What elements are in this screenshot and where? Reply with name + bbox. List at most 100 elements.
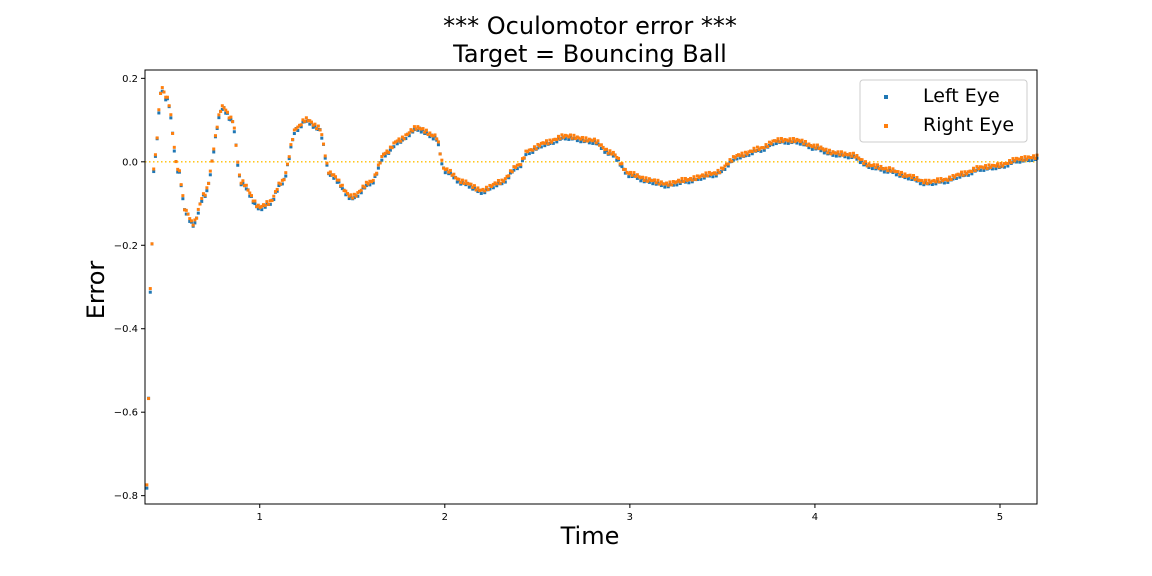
data-point xyxy=(430,133,434,137)
data-point xyxy=(412,125,416,129)
data-point xyxy=(1016,157,1020,161)
data-point xyxy=(366,182,370,186)
data-point xyxy=(579,137,583,141)
data-point xyxy=(572,133,576,137)
data-point xyxy=(882,170,886,174)
data-point xyxy=(555,140,559,144)
data-point xyxy=(845,153,849,157)
data-point xyxy=(860,158,864,162)
data-point xyxy=(963,170,967,174)
data-point xyxy=(685,178,689,182)
data-point xyxy=(697,175,701,179)
data-point xyxy=(344,193,348,197)
data-point xyxy=(520,157,524,161)
data-point xyxy=(294,127,298,131)
data-point xyxy=(924,181,928,185)
data-point xyxy=(469,182,473,186)
data-point xyxy=(875,163,879,167)
data-point xyxy=(568,135,572,139)
data-point xyxy=(373,173,377,177)
data-point xyxy=(543,144,547,148)
data-point xyxy=(316,124,320,128)
chart-subtitle: Target = Bouncing Ball xyxy=(452,40,727,68)
data-point xyxy=(738,156,742,160)
data-point xyxy=(404,133,408,137)
data-point xyxy=(304,116,308,120)
data-point xyxy=(591,141,595,145)
data-point xyxy=(471,187,475,191)
data-point xyxy=(342,189,346,193)
data-point xyxy=(975,168,979,172)
data-point xyxy=(203,193,207,197)
data-point xyxy=(593,137,596,141)
data-point xyxy=(483,189,487,193)
data-point xyxy=(536,142,540,146)
data-point xyxy=(755,145,759,149)
data-point xyxy=(157,111,161,115)
data-point xyxy=(548,142,552,145)
data-point xyxy=(733,156,737,160)
data-point xyxy=(714,174,718,178)
data-point xyxy=(1006,164,1010,168)
data-point xyxy=(821,147,825,151)
data-point xyxy=(577,136,581,140)
data-point xyxy=(514,165,518,169)
data-point xyxy=(491,182,495,186)
data-point xyxy=(886,169,890,173)
data-point xyxy=(265,202,269,206)
data-point xyxy=(503,177,507,181)
data-point xyxy=(798,142,802,146)
data-point xyxy=(608,152,612,156)
data-point xyxy=(910,176,914,180)
data-point xyxy=(783,141,787,145)
data-point xyxy=(255,205,259,209)
axis-ticks: 1 2 3 4 5 0.2 0.0 −0.2 −0.4 −0.6 −0.8 xyxy=(114,74,1003,523)
data-point xyxy=(322,142,326,146)
data-point xyxy=(452,172,456,176)
plot-frame xyxy=(144,69,1038,505)
data-point xyxy=(961,173,965,177)
data-point xyxy=(647,180,651,184)
data-point xyxy=(407,134,411,138)
data-point xyxy=(1020,155,1024,159)
data-point xyxy=(776,139,780,143)
data-point xyxy=(639,179,643,183)
data-point xyxy=(649,178,653,182)
data-point xyxy=(409,128,413,132)
data-point xyxy=(392,141,396,145)
data-point xyxy=(212,150,216,154)
data-point xyxy=(613,153,617,157)
data-point xyxy=(620,165,624,169)
data-point xyxy=(642,178,646,182)
data-point xyxy=(989,165,993,169)
data-point xyxy=(551,138,555,142)
data-point xyxy=(747,153,751,157)
data-point xyxy=(954,173,958,177)
data-point xyxy=(268,199,272,203)
data-point xyxy=(946,180,950,184)
data-point xyxy=(296,125,300,129)
data-point xyxy=(550,140,554,144)
data-point xyxy=(311,125,315,129)
data-point xyxy=(164,95,168,99)
data-point xyxy=(400,135,404,139)
data-point xyxy=(299,125,303,129)
data-point xyxy=(985,166,989,170)
data-point xyxy=(683,176,687,180)
y-tick-label: −0.8 xyxy=(114,491,138,502)
data-point xyxy=(435,137,439,141)
data-point xyxy=(1023,158,1027,162)
data-point xyxy=(759,149,763,153)
data-point xyxy=(623,167,627,171)
data-point xyxy=(224,111,228,115)
data-point xyxy=(222,106,226,110)
data-point xyxy=(702,176,706,180)
data-point xyxy=(167,104,171,108)
data-point xyxy=(220,107,224,111)
data-point xyxy=(191,223,195,227)
data-point xyxy=(906,177,910,181)
data-point xyxy=(980,165,984,169)
data-point xyxy=(1008,160,1012,164)
data-point xyxy=(551,141,555,145)
data-point xyxy=(675,183,679,187)
